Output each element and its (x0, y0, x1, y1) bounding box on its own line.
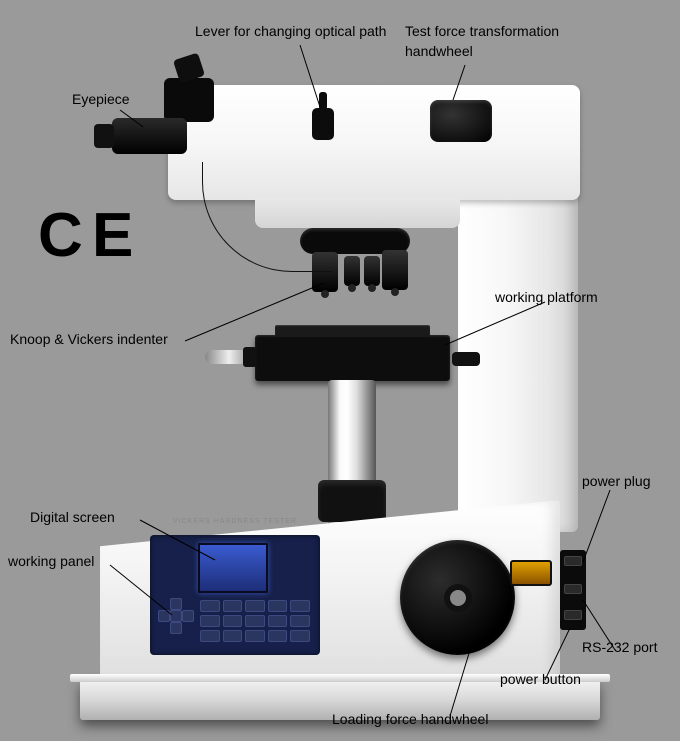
label-screen: Digital screen (30, 508, 115, 528)
label-panel: working panel (8, 552, 94, 572)
label-power-plug: power plug (582, 472, 651, 492)
label-rs232: RS-232 port (582, 638, 657, 658)
label-platform: working platform (495, 288, 598, 308)
label-lf-wheel: Loading force handwheel (332, 710, 488, 730)
label-power-button: power button (500, 670, 581, 690)
label-lever: Lever for changing optical path (195, 22, 386, 42)
ce-mark: C E (38, 200, 129, 271)
leader-lines-overlay (0, 0, 680, 741)
label-indenter: Knoop & Vickers indenter (10, 330, 168, 350)
label-tf-wheel: Test force transformation handwheel (405, 22, 559, 61)
label-eyepiece: Eyepiece (72, 90, 130, 110)
